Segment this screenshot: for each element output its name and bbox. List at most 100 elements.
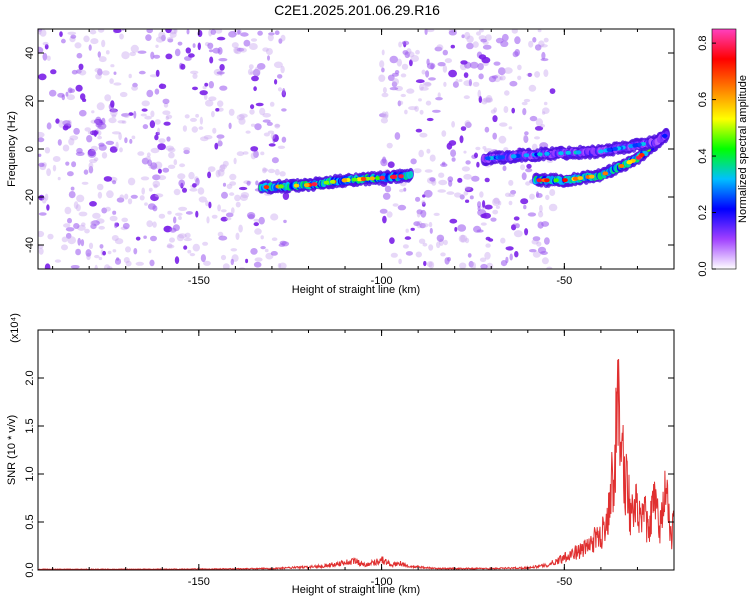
- noise-blob: [503, 106, 509, 113]
- noise-blob: [457, 177, 463, 183]
- noise-blob: [78, 69, 87, 76]
- noise-blob: [416, 210, 421, 218]
- noise-blob: [277, 263, 282, 269]
- noise-blob: [90, 38, 99, 45]
- noise-blob: [85, 249, 92, 257]
- noise-blob: [249, 43, 258, 50]
- noise-blob: [480, 222, 487, 226]
- ridge-peak: [536, 178, 543, 183]
- noise-blob: [154, 134, 159, 141]
- noise-blob: [96, 183, 104, 191]
- noise-blob: [208, 49, 213, 53]
- noise-blob: [38, 29, 42, 35]
- noise-blob: [61, 38, 66, 44]
- ridge-peak: [589, 174, 595, 179]
- noise-blob: [101, 70, 110, 76]
- noise-blob: [67, 171, 74, 177]
- noise-blob: [62, 223, 71, 228]
- noise-blob: [109, 215, 118, 222]
- noise-blob: [239, 113, 248, 118]
- noise-blob: [463, 72, 469, 78]
- noise-blob: [423, 260, 427, 267]
- noise-blob: [155, 44, 159, 48]
- noise-blob: [119, 33, 124, 40]
- noise-blob: [490, 109, 496, 114]
- noise-blob: [133, 248, 138, 255]
- noise-blob: [222, 182, 227, 187]
- noise-blob: [197, 187, 205, 195]
- noise-blob: [165, 116, 169, 121]
- noise-blob: [450, 44, 455, 49]
- snr-x-tick-label-1: -100: [371, 576, 393, 588]
- noise-blob: [521, 101, 528, 106]
- noise-blob: [235, 201, 241, 208]
- noise-blob: [76, 69, 82, 74]
- noise-blob: [477, 205, 481, 212]
- ridge-peak: [544, 151, 550, 156]
- noise-blob: [379, 208, 388, 214]
- noise-blob: [49, 89, 57, 97]
- snr-y-label: SNR (10 * v/v): [6, 415, 18, 485]
- noise-blob: [270, 251, 278, 256]
- snr-y-tick-label-1: 0.5: [24, 514, 36, 529]
- noise-blob: [522, 108, 527, 116]
- noise-blob: [262, 47, 269, 52]
- noise-blob: [38, 73, 47, 81]
- noise-blob: [277, 87, 283, 92]
- noise-blob: [75, 248, 81, 256]
- noise-blob: [169, 237, 175, 243]
- noise-blob: [529, 115, 538, 122]
- noise-blob: [257, 30, 263, 36]
- noise-blob: [381, 49, 385, 56]
- noise-blob: [490, 217, 497, 222]
- noise-blob: [218, 136, 222, 144]
- noise-blob: [415, 251, 422, 258]
- noise-blob: [178, 206, 188, 211]
- noise-blob: [86, 135, 93, 143]
- noise-blob: [67, 236, 76, 245]
- noise-blob: [114, 238, 124, 245]
- noise-blob: [98, 256, 103, 261]
- noise-blob: [87, 149, 97, 158]
- noise-blob: [442, 49, 448, 56]
- noise-blob: [144, 202, 148, 206]
- noise-blob: [84, 127, 91, 132]
- noise-blob: [392, 78, 399, 86]
- colorbar-tick-label-2: 0.4: [697, 148, 709, 163]
- noise-blob: [429, 227, 433, 234]
- spectrogram-y-tick-label-0: -40: [24, 237, 36, 253]
- noise-blob: [70, 265, 80, 269]
- noise-blob: [419, 223, 426, 229]
- noise-blob: [409, 59, 413, 67]
- noise-blob: [150, 193, 159, 202]
- noise-blob: [485, 97, 494, 103]
- noise-blob: [386, 142, 393, 149]
- ridge-peak: [293, 183, 300, 188]
- noise-blob: [381, 111, 387, 118]
- noise-blob: [528, 84, 537, 92]
- noise-blob: [482, 200, 486, 208]
- ridge-peak: [612, 146, 618, 151]
- noise-blob: [260, 246, 266, 250]
- noise-blob: [121, 217, 128, 223]
- noise-blob: [426, 58, 430, 66]
- noise-blob: [253, 222, 259, 227]
- noise-blob: [441, 130, 447, 137]
- noise-blob: [500, 237, 506, 244]
- noise-blob: [47, 233, 54, 240]
- noise-blob: [460, 126, 467, 131]
- noise-blob: [205, 99, 214, 107]
- noise-blob: [70, 186, 75, 191]
- noise-blob: [127, 177, 136, 186]
- noise-blob: [177, 173, 186, 180]
- ridge-peak: [356, 177, 363, 182]
- noise-blob: [400, 93, 406, 98]
- noise-blob: [41, 197, 47, 204]
- noise-blob: [492, 132, 498, 140]
- noise-blob: [468, 260, 474, 268]
- noise-blob: [397, 100, 402, 107]
- snr-x-label: Height of straight line (km): [292, 584, 420, 596]
- noise-blob: [262, 119, 271, 123]
- snr-x-ticks: -150 -100 -50: [52, 330, 675, 588]
- noise-blob: [128, 112, 134, 116]
